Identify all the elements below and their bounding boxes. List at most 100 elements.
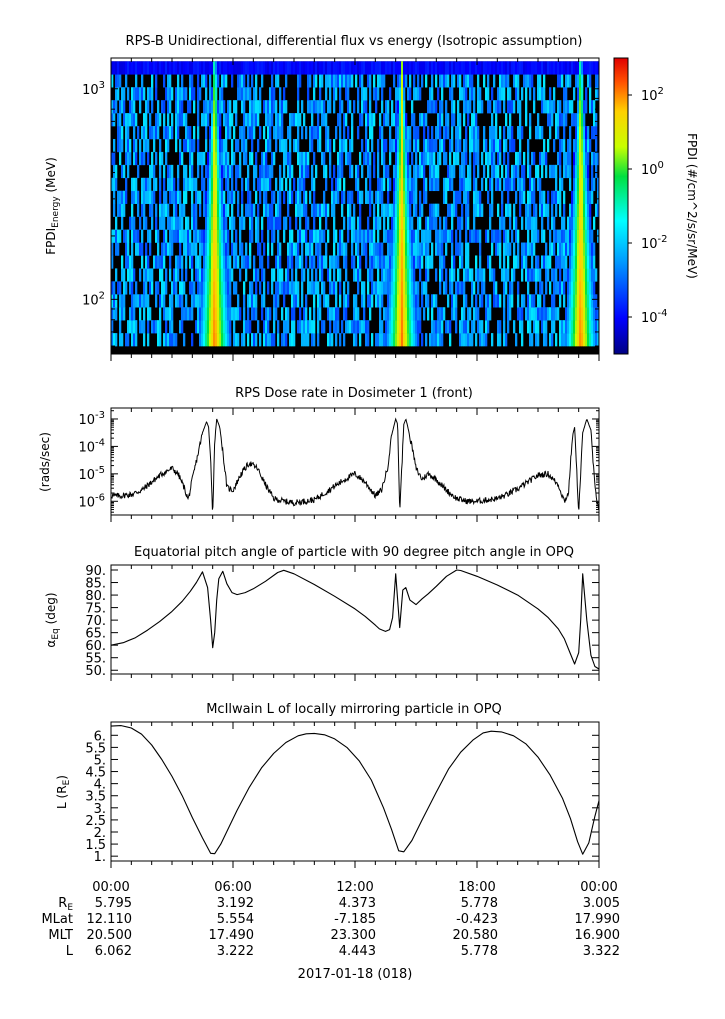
spectrogram-cell [563,229,566,243]
spectrogram-cell [455,61,458,75]
spectrogram-cell [171,177,174,192]
spectrogram-cell [135,87,138,101]
spectrogram-cell [383,216,386,230]
spectrogram-cell [403,203,406,217]
spectrogram-cell [391,320,394,334]
spectrogram-cell [579,126,582,140]
spectrogram-cell [491,113,494,127]
spectrogram-cell [567,294,570,308]
spectrogram-cell [467,242,470,256]
spectrogram-cell [539,190,542,204]
spectrogram-cell [459,281,462,295]
spectrogram-cell [381,126,384,140]
spectrogram-cell [303,307,306,321]
spectrogram-cell [473,281,476,295]
spectrogram-cell [323,281,326,295]
spectrogram-cell [367,61,370,75]
spectrogram-cell [547,113,550,127]
lshell-plot: 1.1.52.2.53.3.54.4.55.5.56. [85,722,600,868]
spectrogram-cell [225,203,228,217]
spectrogram-cell [195,203,198,217]
spectrogram-cell [483,164,486,179]
spectrogram-cell [455,151,458,166]
spectrogram-cell [487,100,490,114]
spectrogram-cell [181,151,184,166]
spectrogram-cell [113,164,116,179]
spectrogram-cell [183,229,186,243]
spectrogram-cell [199,268,202,282]
spectrogram-cell [341,100,344,114]
spectrogram-cell [503,216,506,230]
spectrogram-cell [383,164,386,179]
spectrogram-cell [369,61,372,75]
spectrogram-cell [329,333,332,347]
spectrogram-cell [165,126,168,140]
spectrogram-cell [189,242,192,256]
spectrogram-cell [331,61,334,75]
spectrogram-cell [447,126,450,140]
spectrogram-cell [363,61,366,75]
spectrogram-cell [259,100,262,114]
spectrogram-cell [377,74,380,88]
spectrogram-cell [549,307,552,321]
spectrogram-cell [119,320,122,334]
spectrogram-cell [159,151,162,166]
spectrogram-cell [407,268,410,282]
spectrogram-cell [381,100,384,114]
spectrogram-cell [211,281,214,295]
spectrogram-cell [399,333,402,347]
spectrogram-cell [393,281,396,295]
spectrogram-cell [139,294,142,308]
spectrogram-cell [477,229,480,243]
spectrogram-cell [535,126,538,140]
spectrogram-cell [551,294,554,308]
spectrogram-cell [521,255,524,269]
spectrogram-cell [555,177,558,192]
spectrogram-cell [565,333,568,347]
spectrogram-cell [415,294,418,308]
spectrogram-cell [527,242,530,256]
spectrogram-cell [179,242,182,256]
spectrogram-cell [339,138,342,153]
spectrogram-cell [243,255,246,269]
spectrogram-cell [509,307,512,321]
spectrogram-cell [215,333,218,347]
spectrogram-cell [159,255,162,269]
spectrogram-cell [477,151,480,166]
spectrogram-cell [137,164,140,179]
spectrogram-cell [577,294,580,308]
spectrogram-cell [403,242,406,256]
spectrogram-cell [113,151,116,166]
spectrogram-cell [357,126,360,140]
spectrogram-cell [407,87,410,101]
spectrogram-cell [161,255,164,269]
spectrogram-cell [305,229,308,243]
spectrogram-cell [367,333,370,347]
spectrogram-cell [259,333,262,347]
spectrogram-cell [283,151,286,166]
spectrogram-cell [147,294,150,308]
ylabel-main: FPDI [44,228,58,255]
spectrogram-cell [301,100,304,114]
spectrogram-cell [247,177,250,192]
spectrogram-cell [485,307,488,321]
spectrogram-cell [499,138,502,153]
spectrogram-cell [401,216,404,230]
spectrogram-cell [225,151,228,166]
spectrogram-cell [151,126,154,140]
spectrogram-cell [291,164,294,179]
spectrogram-cell [297,87,300,101]
spectrogram-cell [151,268,154,282]
spectrogram-cell [369,242,372,256]
spectrogram-cell [151,100,154,114]
spectrogram-cell [415,281,418,295]
spectrogram-cell [255,87,258,101]
spectrogram-cell [327,294,330,308]
spectrogram-cell [359,320,362,334]
spectrogram-cell [145,281,148,295]
spectrogram-cell [563,151,566,166]
spectrogram-cell [457,281,460,295]
spectrogram-cell [311,268,314,282]
spectrogram-cell [557,229,560,243]
